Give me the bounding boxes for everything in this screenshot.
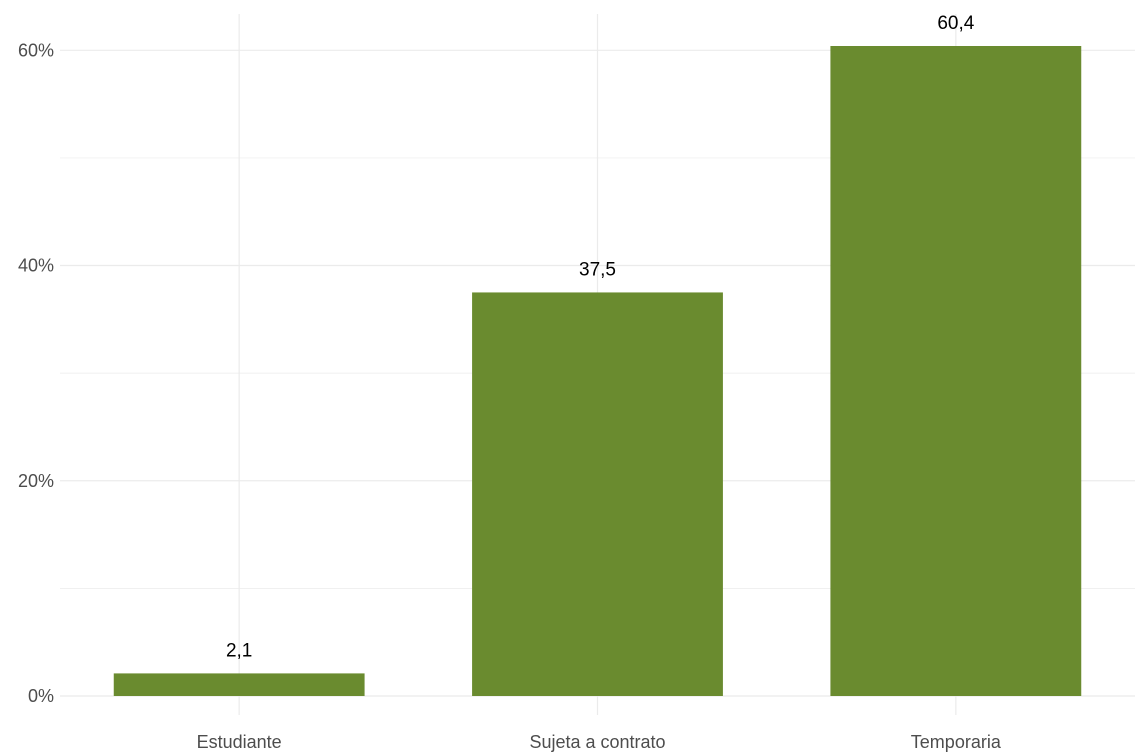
y-tick-label: 20% <box>18 471 54 491</box>
x-axis-tick-labels: Estudiante Sujeta a contrato Temporaria <box>197 732 1002 752</box>
data-labels: 2,1 37,5 60,4 <box>226 13 975 661</box>
x-tick-label: Estudiante <box>197 732 282 752</box>
bar <box>113 673 365 696</box>
bar-value-label: 60,4 <box>937 13 974 34</box>
bar <box>830 46 1082 696</box>
y-tick-label: 0% <box>28 686 54 706</box>
bars <box>113 46 1082 696</box>
x-tick-label: Sujeta a contrato <box>529 732 665 752</box>
bar-value-label: 37,5 <box>579 259 616 280</box>
y-tick-label: 40% <box>18 256 54 276</box>
bar <box>472 292 723 696</box>
y-tick-label: 60% <box>18 40 54 60</box>
bar-value-label: 2,1 <box>226 640 252 661</box>
y-axis-tick-labels: 0% 20% 40% 60% <box>18 40 54 706</box>
x-tick-label: Temporaria <box>911 732 1002 752</box>
